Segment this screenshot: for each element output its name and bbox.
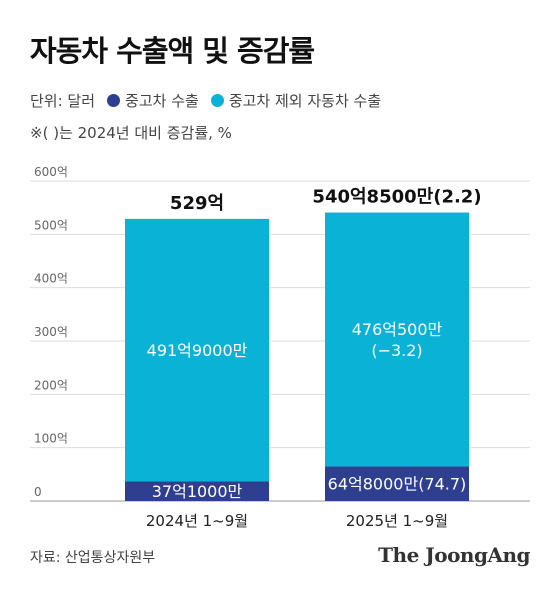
source-note: 자료: 산업통상자원부	[30, 550, 156, 566]
legend-swatch-used-cars	[107, 94, 121, 107]
y-tick-label: 100억	[34, 432, 68, 446]
bar-segment	[125, 218, 269, 482]
legend-swatch-other-cars	[210, 94, 224, 107]
bar-value-label: 476억500만 (−3.2)	[352, 320, 443, 360]
bar-value-label: 64억8000만(74.7)	[328, 475, 467, 494]
bar-total-label: 529억	[170, 193, 224, 214]
bar-segment	[325, 466, 469, 501]
brand-logo: The JoongAng	[378, 543, 530, 567]
legend-label-other-cars: 중고차 제외 자동차 수출	[228, 92, 382, 110]
x-category-label: 2025년 1~9월	[346, 512, 448, 530]
footnote: ※( )는 2024년 대비 증감률, %	[30, 124, 232, 142]
bar-value-label: 491억9000만	[147, 341, 248, 360]
legend: 단위: 달러 중고차 수출 중고차 제외 자동차 수출	[30, 90, 381, 111]
bar-total-label: 540억8500만(2.2)	[312, 187, 481, 208]
y-tick-label: 200억	[34, 378, 68, 392]
y-tick-label: 300억	[34, 325, 68, 339]
bar-segment	[125, 481, 269, 501]
y-tick-label: 400억	[34, 272, 68, 286]
legend-label-used-cars: 중고차 수출	[125, 92, 199, 110]
bar-segment	[325, 212, 469, 467]
bar-value-label: 37억1000만	[152, 482, 243, 501]
unit-label: 단위: 달러	[30, 92, 96, 110]
x-category-label: 2024년 1~9월	[146, 512, 248, 530]
y-tick-label: 600억	[34, 165, 68, 179]
y-tick-label: 500억	[34, 218, 68, 232]
y-tick-label: 0	[34, 485, 42, 499]
chart-title: 자동차 수출액 및 증감률	[30, 34, 315, 68]
